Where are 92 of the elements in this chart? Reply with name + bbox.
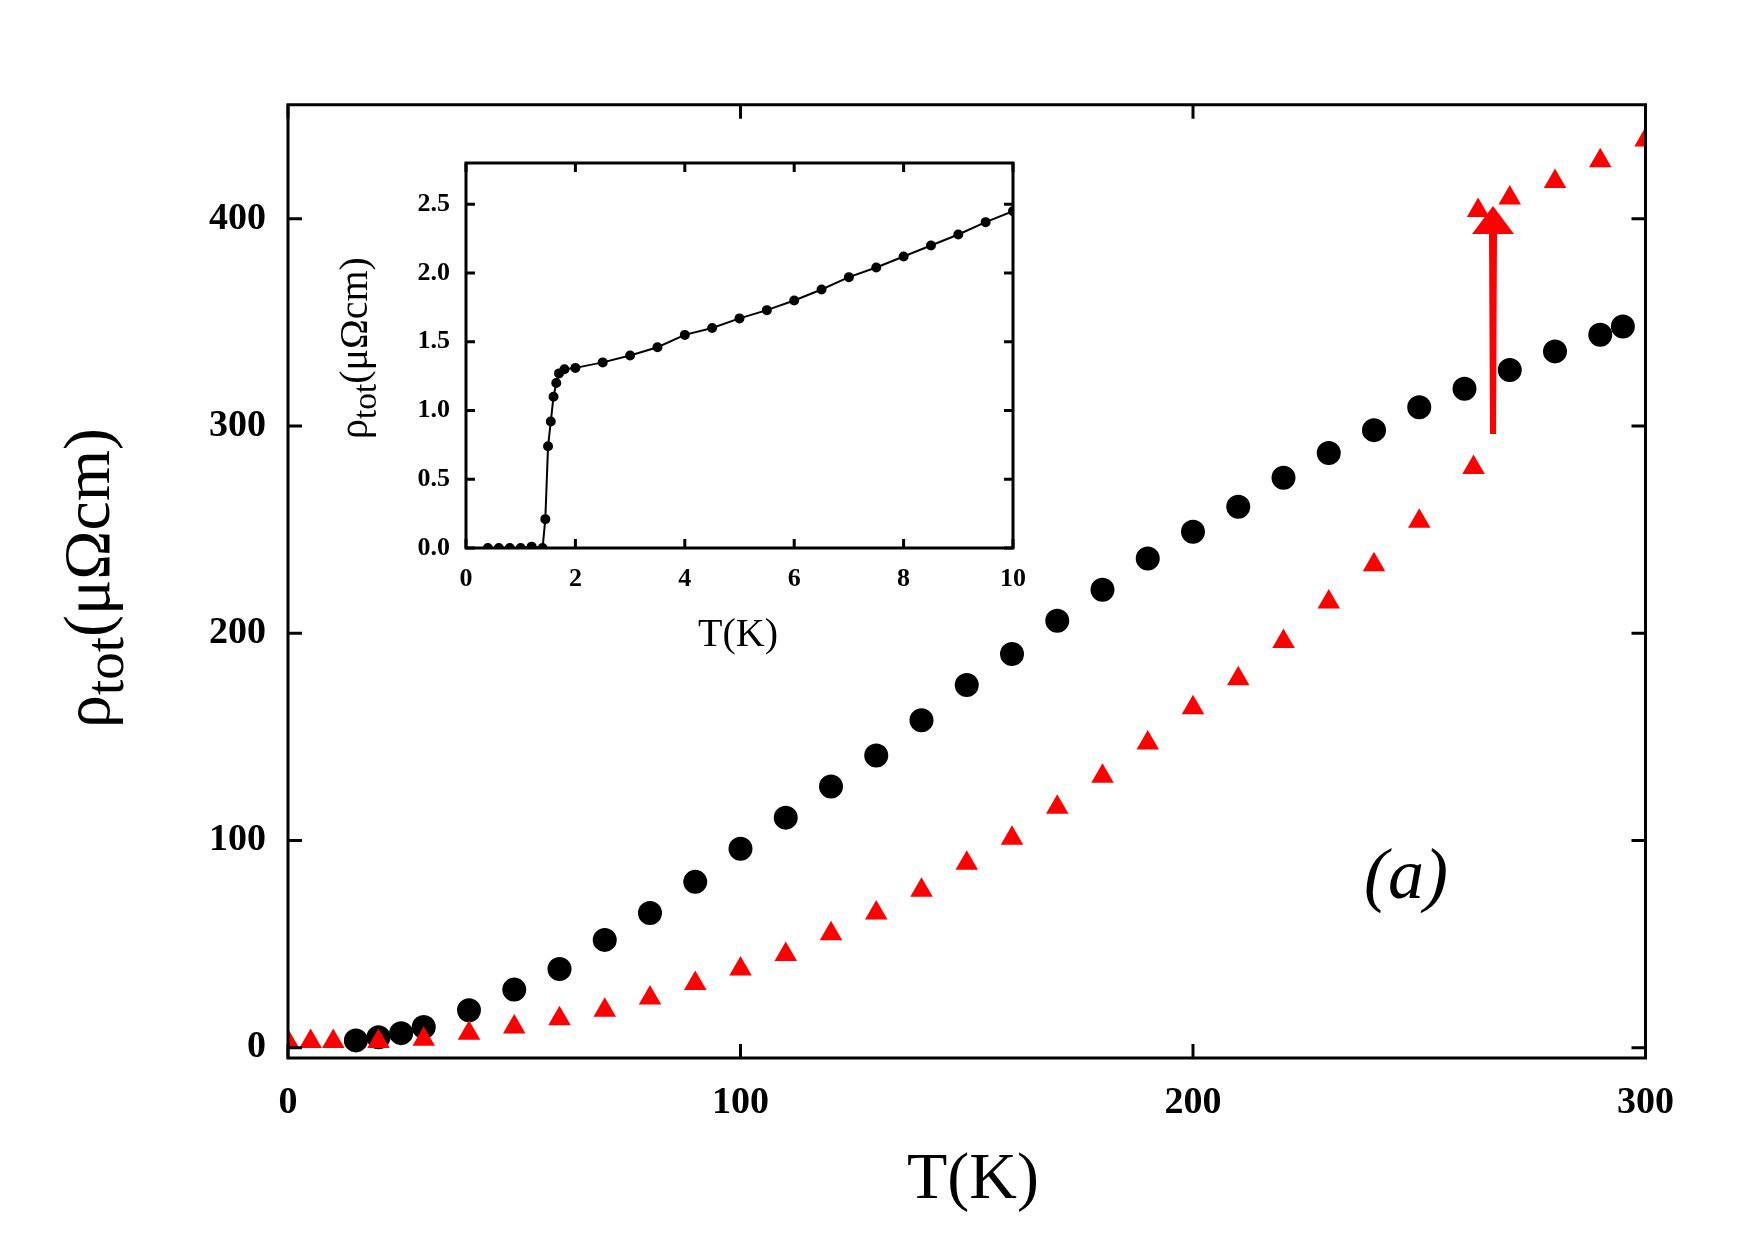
point [594,998,616,1017]
point [503,1014,525,1034]
point [1543,339,1567,364]
point [898,251,909,262]
point [728,836,753,861]
point [1091,764,1114,783]
y-tick-label: 0.5 [417,462,450,492]
point [592,927,617,952]
point [820,921,842,941]
point [458,1021,480,1040]
point [547,956,572,981]
x-tick-label: 0 [278,1078,298,1121]
point [1271,465,1296,490]
y-tick-label: 0 [247,1023,266,1066]
point [909,708,934,733]
point [925,240,936,251]
point [1407,395,1432,420]
y-tick-label: 400 [209,194,266,237]
point [956,851,978,870]
point [707,323,718,333]
y-tick-label: 2.0 [417,256,450,286]
point [1497,358,1522,383]
point [953,229,964,240]
point [543,441,554,452]
point [1362,418,1386,443]
point [1000,641,1024,666]
point [300,1029,322,1048]
point [1135,546,1160,571]
y-tick-label: 100 [209,816,266,859]
point [679,329,690,340]
point [954,673,979,698]
point [683,869,708,894]
point [819,774,843,799]
point [1137,731,1159,750]
x-axis-title: T(K) [907,1139,1039,1212]
x-tick-label: 4 [678,563,692,593]
point [322,1029,344,1048]
point [1227,666,1249,686]
annotation: (a) [1364,834,1448,914]
point [729,956,752,976]
point [1182,695,1204,715]
point [871,262,882,273]
x-tick-label: 100 [712,1078,769,1121]
y-tick-label: 1.5 [417,325,450,355]
point [816,284,827,295]
point [775,942,797,961]
point [761,305,772,316]
point [1001,826,1023,845]
y-tick-label: 300 [209,401,266,444]
point [1045,608,1070,633]
point [864,743,889,768]
point [548,391,559,402]
point [1610,314,1635,339]
x-tick-label: 10 [1000,563,1026,593]
point [548,1006,571,1026]
point [625,350,636,361]
point [1090,577,1115,602]
point [684,971,706,990]
point [980,217,991,228]
point [1318,590,1340,609]
x-tick-label: 300 [1617,1078,1674,1121]
point [865,900,887,920]
point [789,295,800,306]
point [1452,376,1477,401]
point [652,342,663,353]
point [843,272,854,283]
point [1226,494,1251,519]
point [1316,440,1341,465]
point [1588,322,1613,347]
point [545,416,556,427]
y-tick-label: 1.0 [417,394,450,424]
point [638,900,662,925]
y-tick-label: 0.0 [417,531,450,561]
y-tick-label: 200 [209,609,266,652]
x-tick-label: 200 [1164,1078,1222,1121]
point [734,313,745,324]
point [551,378,562,388]
point [773,805,798,830]
point [413,1027,435,1046]
x-axis-title: T(K) [698,610,778,655]
x-tick-label: 2 [568,563,582,593]
point [1181,519,1205,544]
point [639,985,661,1005]
point [910,878,933,897]
y-tick-label: 2.5 [417,187,450,217]
x-tick-label: 0 [459,563,473,593]
x-tick-label: 6 [787,563,801,593]
point [559,364,570,375]
point [570,362,581,373]
point [1046,795,1068,814]
point [597,357,608,368]
x-tick-label: 8 [897,563,911,593]
